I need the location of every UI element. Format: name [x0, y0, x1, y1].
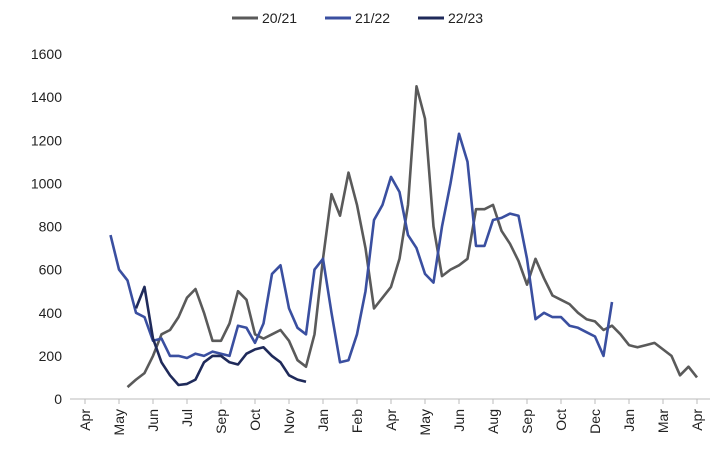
x-tick-label: Dec	[587, 409, 603, 434]
y-tick-label: 400	[39, 305, 63, 321]
y-tick-label: 1200	[31, 132, 62, 148]
x-tick-label: Jul	[179, 409, 195, 427]
x-tick-label: Apr	[77, 409, 93, 431]
legend-label: 20/21	[262, 10, 297, 26]
y-tick-label: 1400	[31, 89, 62, 105]
x-tick-label: Jan	[315, 409, 331, 432]
x-tick-label: Sep	[519, 409, 535, 434]
y-tick-label: 1000	[31, 175, 62, 191]
x-tick-label: Nov	[281, 409, 297, 434]
x-tick-label: Sep	[213, 409, 229, 434]
x-tick-label: Jun	[451, 409, 467, 432]
x-tick-label: Apr	[689, 409, 705, 431]
y-tick-label: 200	[39, 348, 63, 364]
x-tick-label: Aug	[485, 409, 501, 434]
y-tick-label: 0	[54, 391, 62, 407]
x-tick-label: May	[417, 409, 433, 435]
x-tick-label: May	[111, 409, 127, 435]
legend-label: 22/23	[448, 10, 483, 26]
x-tick-label: Feb	[349, 409, 365, 433]
x-tick-label: Mar	[655, 409, 671, 433]
x-tick-label: Oct	[247, 409, 263, 431]
series-line	[134, 285, 307, 387]
y-tick-label: 800	[39, 219, 63, 235]
y-tick-label: 600	[39, 262, 63, 278]
x-tick-label: Jan	[621, 409, 637, 432]
legend-label: 21/22	[355, 10, 390, 26]
x-tick-label: Jun	[145, 409, 161, 432]
x-tick-label: Apr	[383, 409, 399, 431]
series-line	[109, 132, 614, 364]
x-tick-label: Oct	[553, 409, 569, 431]
series-line	[126, 85, 699, 389]
y-tick-label: 1600	[31, 46, 62, 62]
